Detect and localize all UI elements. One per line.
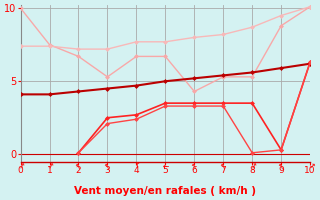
Text: ↑: ↑ [161, 161, 170, 168]
Text: ↑: ↑ [189, 161, 200, 172]
Text: ↑: ↑ [44, 161, 55, 172]
X-axis label: Vent moyen/en rafales ( km/h ): Vent moyen/en rafales ( km/h ) [74, 186, 256, 196]
Text: ↑: ↑ [218, 161, 228, 172]
Text: ↑: ↑ [73, 161, 84, 172]
Text: ↑: ↑ [102, 161, 113, 172]
Text: ↑: ↑ [276, 161, 286, 172]
Text: ↑: ↑ [133, 161, 140, 170]
Text: ↑: ↑ [304, 161, 316, 172]
Text: ↑: ↑ [247, 161, 258, 172]
Text: ↑: ↑ [15, 161, 26, 172]
